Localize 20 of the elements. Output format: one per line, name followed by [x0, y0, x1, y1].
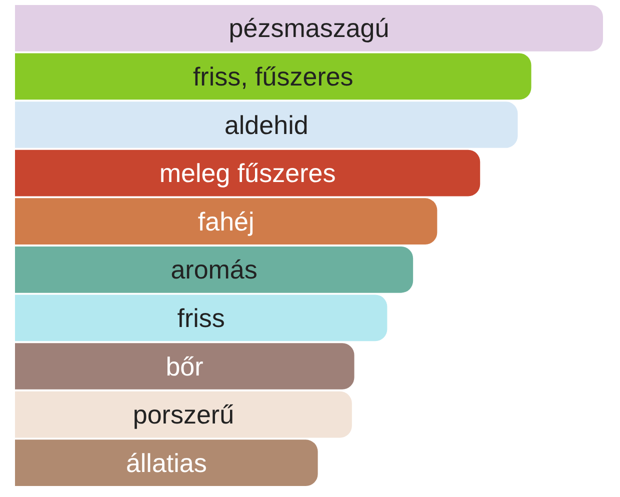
bar	[15, 150, 480, 196]
y-tick-label: bőr	[166, 351, 204, 382]
y-tick-label: aromás	[170, 254, 258, 285]
y-tick-label: aldehid	[224, 110, 308, 140]
y-tick-label: friss, fűszeres	[192, 61, 354, 92]
bar	[15, 246, 414, 293]
bar	[15, 4, 603, 52]
bar	[15, 294, 388, 342]
bar	[15, 53, 532, 100]
bar	[15, 343, 354, 390]
bar	[15, 440, 318, 486]
y-tick-label: porszerű	[132, 400, 234, 430]
bar	[15, 198, 438, 245]
y-tick-label: fahéj	[198, 206, 254, 236]
y-tick-label: állatias	[126, 448, 207, 478]
bar	[15, 102, 518, 148]
y-tick-label: meleg fűszeres	[159, 158, 336, 188]
y-tick-label: friss	[177, 302, 225, 333]
y-tick-label: pézsmaszagú	[228, 13, 390, 44]
bar	[15, 391, 352, 438]
